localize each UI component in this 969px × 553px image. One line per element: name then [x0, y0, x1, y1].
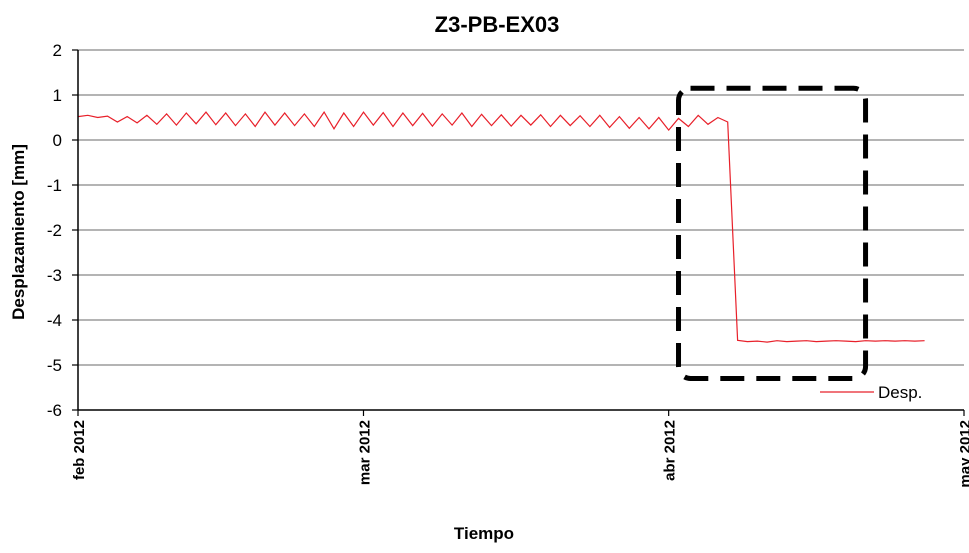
y-tick-label: 2	[53, 41, 62, 60]
x-tick-label: mar 2012	[356, 420, 373, 485]
annotation-layer	[676, 85, 869, 381]
y-tick-label: -6	[47, 401, 62, 420]
x-tick-label: may 2012	[957, 420, 969, 488]
axes-layer	[72, 49, 965, 416]
y-tick-label: -5	[47, 356, 62, 375]
y-tick-label: 0	[53, 131, 62, 150]
x-tick-labels: feb 2012 mar 2012 abr 2012 may 2012	[71, 420, 969, 488]
legend-label: Desp.	[878, 383, 922, 402]
y-tick-label: 1	[53, 86, 62, 105]
y-axis-title: Desplazamiento [mm]	[9, 144, 28, 320]
y-tick-label: -1	[47, 176, 62, 195]
x-tick-label: abr 2012	[662, 420, 679, 481]
x-tick-label: feb 2012	[71, 420, 88, 480]
series-layer	[77, 110, 925, 343]
y-tick-label: -3	[47, 266, 62, 285]
highlight-box	[676, 85, 869, 381]
legend: Desp.	[820, 383, 922, 402]
y-tick-labels: 2 1 0 -1 -2 -3 -4 -5 -6	[47, 41, 62, 420]
y-tick-label: -4	[47, 311, 62, 330]
chart-title: Z3-PB-EX03	[435, 12, 560, 37]
x-axis-title: Tiempo	[454, 524, 514, 543]
y-tick-label: -2	[47, 221, 62, 240]
series-line-desp	[77, 110, 925, 343]
grid-layer	[78, 49, 964, 366]
